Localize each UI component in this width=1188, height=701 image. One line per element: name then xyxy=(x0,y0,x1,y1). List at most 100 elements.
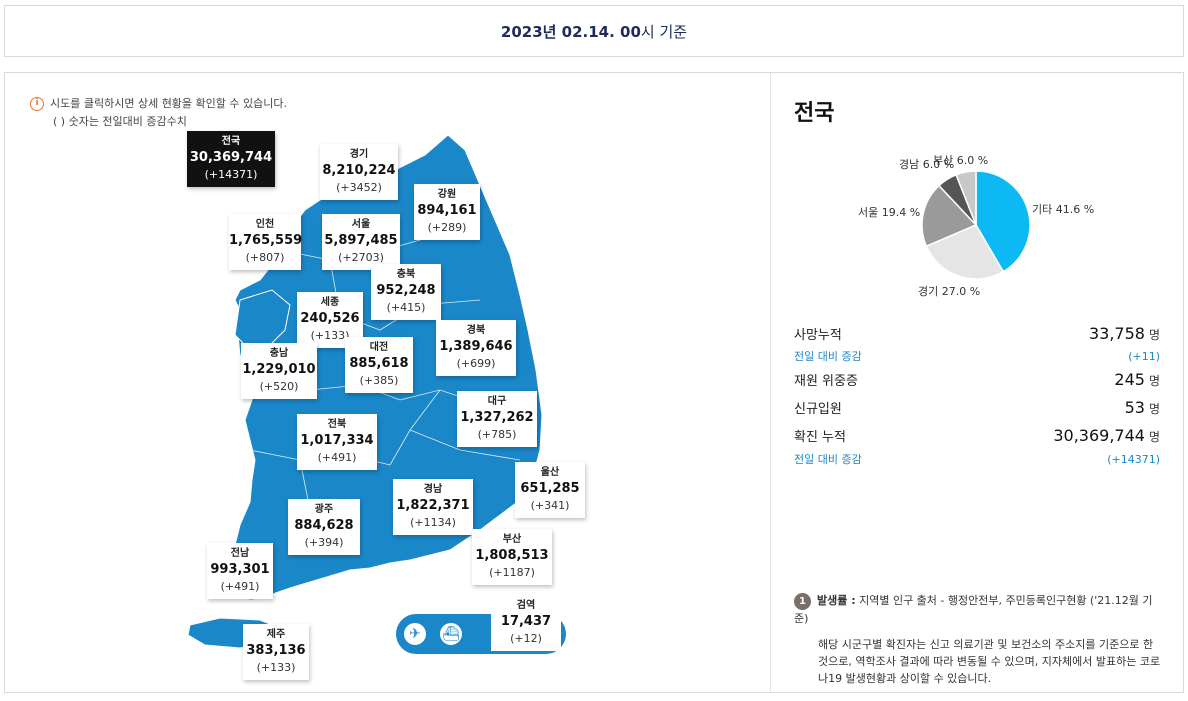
map-border-6 xyxy=(409,429,521,461)
date-rest: 시 기준 xyxy=(640,22,688,41)
stat-confirmed-change: 전일 대비 증감 (+14371) xyxy=(794,451,1160,467)
notice: i 시도를 클릭하시면 상세 현황을 확인할 수 있습니다. ( ) 숫자는 전일… xyxy=(30,95,287,131)
pie-chart xyxy=(921,170,1031,280)
region-name: 울산 xyxy=(540,467,560,478)
region-name: 전국 xyxy=(221,136,241,147)
region-name: 검역 xyxy=(516,600,536,611)
stat-value: (+14371) xyxy=(1107,453,1160,466)
region-increase: (+133) xyxy=(256,661,296,674)
region-box-ulsan[interactable]: 울산 651,285 (+341) xyxy=(515,462,585,518)
main-panel xyxy=(4,72,1184,693)
region-increase: (+807) xyxy=(245,251,285,264)
region-increase: (+415) xyxy=(386,301,426,314)
region-box-chungnam[interactable]: 충남 1,229,010 (+520) xyxy=(241,343,317,399)
region-increase: (+12) xyxy=(510,632,542,645)
region-box-gangwon[interactable]: 강원 894,161 (+289) xyxy=(414,184,480,240)
region-box-gyeongbuk[interactable]: 경북 1,389,646 (+699) xyxy=(436,320,516,376)
region-value: 1,822,371 xyxy=(396,498,470,513)
region-name: 충남 xyxy=(269,348,289,359)
stat-deaths: 사망누적 33,758 명 xyxy=(794,324,1160,343)
region-box-gyeongnam[interactable]: 경남 1,822,371 (+1134) xyxy=(393,479,473,535)
date-header: 2023년 02.14. 00 시 기준 xyxy=(4,5,1184,57)
pie-label-gyeongnam: 경남 6.0 % xyxy=(899,158,955,171)
map-west-peninsula xyxy=(234,289,291,351)
footnote-badge: 1 xyxy=(794,593,811,610)
stat-unit: 명 xyxy=(1148,374,1160,388)
region-increase: (+2703) xyxy=(338,251,384,264)
region-increase: (+3452) xyxy=(336,181,382,194)
footnote-source: 지역별 인구 출처 - 행정안전부, 주민등록인구현황 ('21.12월 기준) xyxy=(794,594,1153,625)
region-value: 8,210,224 xyxy=(322,163,396,178)
footnote-body: 해당 시군구별 확진자는 신고 의료기관 및 보건소의 주소지를 기준으로 한 … xyxy=(818,638,1161,685)
region-box-jeonbuk[interactable]: 전북 1,017,334 (+491) xyxy=(297,414,377,470)
region-name: 세종 xyxy=(320,297,340,308)
stat-critical: 재원 위중증 245 명 xyxy=(794,370,1160,389)
stat-value: 30,369,744 xyxy=(1053,426,1145,445)
region-box-chungbuk[interactable]: 충북 952,248 (+415) xyxy=(371,264,441,320)
pie-label-gyeonggi: 경기 27.0 % xyxy=(918,285,981,298)
notice-line2: ( ) 숫자는 전일대비 증감수치 xyxy=(53,115,187,128)
region-box-jeju[interactable]: 제주 383,136 (+133) xyxy=(243,624,309,680)
stat-deaths-change: 전일 대비 증감 (+11) xyxy=(794,348,1160,364)
region-value: 952,248 xyxy=(376,283,436,298)
stat-label: 확진 누적 xyxy=(794,430,846,445)
region-value: 17,437 xyxy=(500,614,552,629)
region-value: 1,765,559 xyxy=(229,233,303,248)
stat-unit: 명 xyxy=(1148,402,1160,416)
region-value: 30,369,744 xyxy=(189,150,273,165)
pie-slice-seoul xyxy=(921,184,978,248)
stat-value: (+11) xyxy=(1128,350,1160,363)
region-box-daejeon[interactable]: 대전 885,618 (+385) xyxy=(345,337,413,393)
region-box-incheon[interactable]: 인천 1,765,559 (+807) xyxy=(229,214,303,270)
region-name: 강원 xyxy=(437,189,457,200)
stat-value: 53 xyxy=(1124,398,1145,417)
region-box-busan[interactable]: 부산 1,808,513 (+1187) xyxy=(472,529,552,585)
region-increase: (+1187) xyxy=(489,566,535,579)
region-box-jeonnam[interactable]: 전남 993,301 (+491) xyxy=(207,543,273,599)
region-increase: (+289) xyxy=(427,221,467,234)
region-name: 전남 xyxy=(230,548,250,559)
region-value: 240,526 xyxy=(300,311,360,326)
stat-unit: 명 xyxy=(1148,328,1160,342)
stat-label: 신규입원 xyxy=(794,402,842,417)
region-increase: (+341) xyxy=(530,499,570,512)
region-value: 383,136 xyxy=(246,643,306,658)
region-increase: (+491) xyxy=(220,580,260,593)
footnote: 1 발생률 : 지역별 인구 출처 - 행정안전부, 주민등록인구현황 ('21.… xyxy=(794,592,1166,687)
pie-slice-busan xyxy=(955,170,977,226)
stat-label: 사망누적 xyxy=(794,328,842,343)
region-box-seoul[interactable]: 서울 5,897,485 (+2703) xyxy=(322,214,400,270)
stat-label: 전일 대비 증감 xyxy=(794,453,862,466)
region-increase: (+491) xyxy=(317,451,357,464)
airplane-icon: ✈ xyxy=(402,621,428,647)
region-value: 651,285 xyxy=(520,481,580,496)
region-box-sejong[interactable]: 세종 240,526 (+133) xyxy=(297,292,363,348)
region-value: 884,628 xyxy=(294,518,354,533)
region-increase: (+520) xyxy=(259,380,299,393)
region-increase: (+394) xyxy=(304,536,344,549)
region-name: 광주 xyxy=(314,504,334,515)
panel-divider xyxy=(770,73,771,692)
date-bold: 2023년 02.14. 00 xyxy=(500,22,641,41)
region-name: 전북 xyxy=(327,419,347,430)
region-box-daegu[interactable]: 대구 1,327,262 (+785) xyxy=(457,391,537,447)
region-box-gyeonggi[interactable]: 경기 8,210,224 (+3452) xyxy=(320,144,398,200)
summary-title: 전국 xyxy=(794,101,835,126)
region-box-quarantine[interactable]: 검역 17,437 (+12) xyxy=(491,595,561,651)
region-box-gwangju[interactable]: 광주 884,628 (+394) xyxy=(288,499,360,555)
region-increase: (+385) xyxy=(359,374,399,387)
notice-line1: 시도를 클릭하시면 상세 현황을 확인할 수 있습니다. xyxy=(50,97,287,110)
region-box-national[interactable]: 전국 30,369,744 (+14371) xyxy=(187,131,275,187)
region-value: 885,618 xyxy=(349,356,409,371)
region-name: 충북 xyxy=(396,269,416,280)
stat-label: 전일 대비 증감 xyxy=(794,350,862,363)
region-value: 1,017,334 xyxy=(300,433,374,448)
pie-label-seoul: 서울 19.4 % xyxy=(858,206,921,219)
region-name: 경북 xyxy=(466,325,486,336)
stat-value: 33,758 xyxy=(1088,324,1145,343)
pie-label-etc: 기타 41.6 % xyxy=(1032,203,1095,216)
region-value: 1,327,262 xyxy=(460,410,534,425)
region-value: 1,389,646 xyxy=(439,339,513,354)
info-icon: i xyxy=(30,97,44,111)
region-name: 경기 xyxy=(349,149,369,160)
